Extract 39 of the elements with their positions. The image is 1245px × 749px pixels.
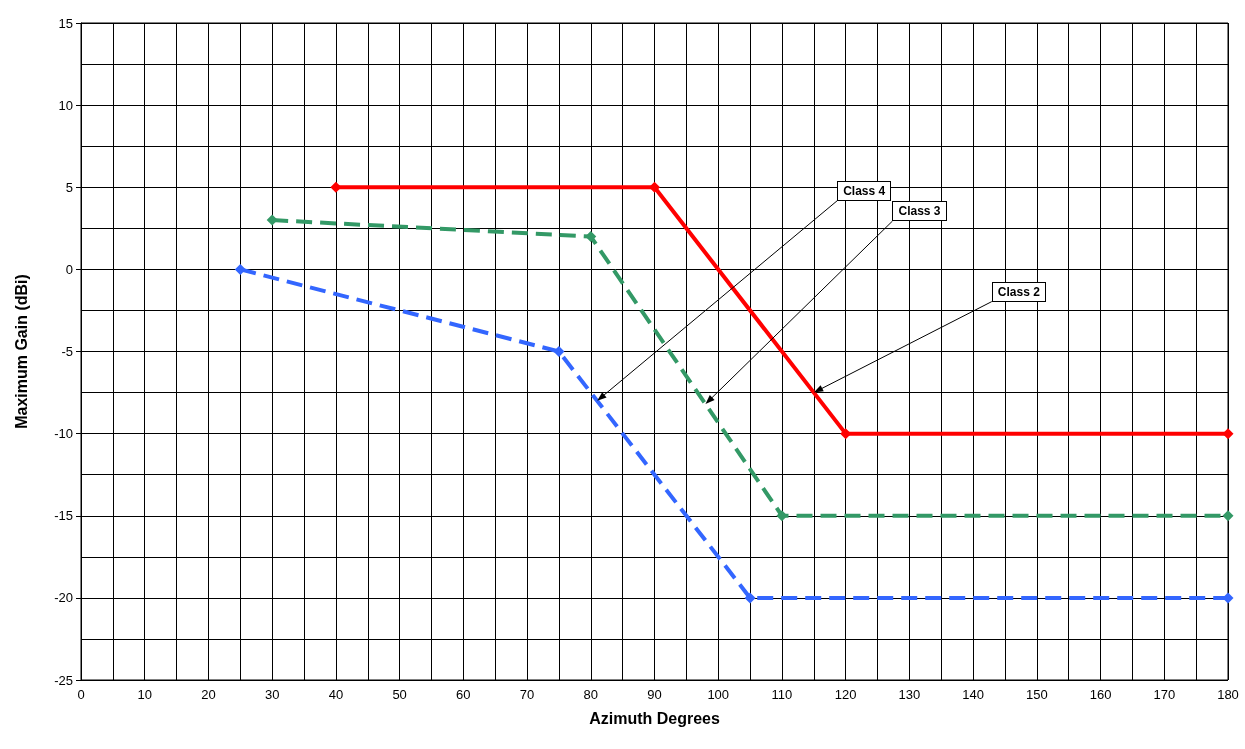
x-tick-label: 80: [583, 687, 599, 702]
x-tick-label: 10: [137, 687, 152, 702]
y-tick-label: 10: [58, 97, 73, 113]
y-tick-label: 5: [65, 179, 73, 195]
x-tick-label: 170: [1153, 687, 1176, 702]
point: [266, 214, 278, 226]
point: [744, 592, 756, 604]
x-tick-label: 150: [1025, 687, 1048, 702]
y-tick-label: 15: [58, 15, 73, 31]
point: [553, 346, 565, 357]
point: [234, 263, 246, 275]
x-tick-label: 60: [456, 687, 471, 702]
x-tick-label: 100: [707, 687, 730, 702]
x-tick-label: 20: [201, 687, 216, 702]
x-tick-label: 130: [898, 687, 921, 702]
x-tick-label: 30: [264, 687, 280, 702]
y-tick-label: -10: [54, 426, 73, 442]
annotation: Class 2: [991, 281, 1046, 302]
annotation: Class 4: [837, 180, 892, 201]
y-tick-label: -25: [54, 672, 73, 688]
x-tick-label: 140: [962, 687, 984, 702]
y-axis-title: Maximum Gain (dBi): [12, 274, 30, 429]
x-tick-label: 160: [1089, 687, 1112, 702]
x-tick-label: 90: [647, 687, 662, 702]
point: [1222, 510, 1234, 522]
x-axis-title: Azimuth Degrees: [589, 709, 720, 727]
x-tick-label: 50: [392, 687, 407, 702]
y-tick-label: 0: [65, 261, 73, 277]
y-tick-label: -15: [54, 508, 73, 524]
x-tick-label: 70: [519, 687, 535, 702]
point: [649, 181, 660, 193]
x-tick-label: 180: [1217, 687, 1239, 702]
x-tick-label: 120: [834, 687, 857, 702]
annotation: Class 3: [892, 201, 947, 222]
x-tick-label: 110: [771, 687, 793, 702]
x-tick-label: 0: [77, 687, 85, 702]
y-tick-label: -20: [54, 590, 73, 606]
x-tick-label: 40: [328, 687, 344, 702]
y-tick-label: -5: [61, 344, 73, 359]
